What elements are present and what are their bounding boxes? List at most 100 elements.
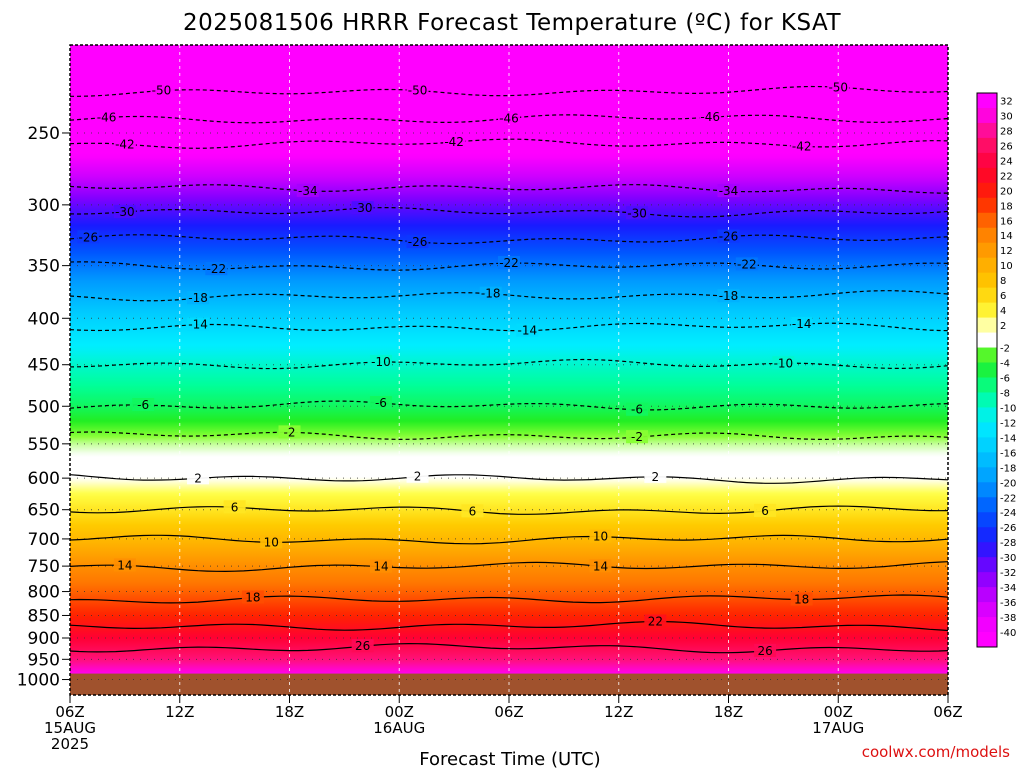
contour-line [70,642,948,654]
colorbar-label: 16 [1000,216,1013,227]
colorbar-label: 26 [1000,141,1013,152]
contour-label: -42 [792,139,812,153]
contour-label-bg [95,110,118,124]
chart-title: 2025081506 HRRR Forecast Temperature (ºC… [183,10,841,36]
y-tick-label: 850 [28,606,60,626]
colorbar-swatch [977,137,997,154]
contour-label-bg [187,291,210,305]
colorbar-swatch [977,632,997,648]
colorbar-swatch [977,317,997,334]
contour-label-bg [772,356,795,370]
contour-label: -42 [115,137,135,151]
contour-label-bg [644,614,667,628]
contour-label-bg [516,323,539,337]
contour-label-bg [626,430,649,444]
colorbar-label: -10 [1000,403,1016,414]
contour-label: -18 [188,291,208,305]
contour-label-bg [790,139,813,153]
colorbar-swatch [977,182,997,199]
contour-label: 18 [245,591,260,605]
colorbar-swatch [977,602,997,618]
colorbar-swatch [977,482,997,498]
colorbar-label: -16 [1000,448,1016,459]
contour-label-bg [113,137,136,151]
y-tick-label: 350 [28,257,60,277]
contour-label: -10 [371,355,391,369]
colorbar-swatch [977,227,997,244]
contour-label-bg [589,529,612,543]
contour-label-bg [498,256,520,270]
colorbar-label: -4 [1000,359,1010,370]
contour-line [70,474,948,484]
contour-label: 26 [355,639,370,653]
contour-label-bg [461,504,484,518]
colorbar-label: 32 [1000,96,1013,107]
colorbar-swatch [977,152,997,169]
contour-label: 10 [593,530,608,544]
colorbar-swatch [977,332,997,349]
contour-label: 6 [469,504,477,518]
colorbar-frame [976,92,998,648]
colorbar-label: 28 [1000,126,1013,137]
contour-label: 14 [117,558,132,572]
x-tick-label: 00Z [824,703,853,721]
grid [70,45,948,695]
contour-label: -46 [499,111,519,125]
colorbar-swatch [977,257,997,274]
colorbar-swatch [977,437,997,453]
contour-label: -30 [115,205,135,219]
contour-label-bg [827,80,850,94]
contour-label-bg [150,83,173,97]
y-tick-label: 500 [28,397,60,417]
contour-label-bg [77,230,100,244]
y-tick-label: 800 [28,583,60,603]
contour-label: -2 [284,425,296,439]
colorbar-label: -6 [1000,373,1010,384]
contour-label: 10 [264,535,279,549]
contour-label-bg [278,425,301,439]
colorbar-swatch [977,422,997,438]
contour-label: -22 [737,257,757,271]
contour-label: -34 [298,184,318,198]
contour-label: -22 [499,256,519,270]
contour-label-bg [754,643,777,657]
colorbar-label: -14 [1000,433,1016,444]
colorbar-swatch [977,212,997,229]
credit-text: coolwx.com/models [862,743,1010,761]
y-tick-label: 300 [28,196,60,216]
colorbar-label: -8 [1000,388,1010,399]
plot-area: -50 -50 -50 -46 -46 -46 -42 -42 -42 -34 -34 -30 -30 -… [69,44,949,696]
contour-label-bg [132,398,155,412]
contour-label: -30 [353,201,373,215]
y-tick-label: 400 [28,309,60,329]
contour-line [70,561,948,573]
y-tick-label: 550 [28,435,60,455]
contour-label: -6 [137,398,149,412]
contour-label-bg [260,535,283,549]
colorbar-label: 22 [1000,171,1013,182]
colorbar-swatch [977,197,997,214]
contour-label: 2 [194,471,202,485]
x-tick-label: 16AUG [373,719,425,737]
contour-label-bg [113,558,136,572]
colorbar-label: -18 [1000,463,1016,474]
colorbar-swatch [977,272,997,289]
x-tick-label: 2025 [51,735,89,753]
contour-line [70,534,948,545]
colorbar-label: 12 [1000,246,1013,257]
contour-label-bg [699,110,722,124]
contour-label: -30 [627,206,647,220]
x-tick-label: 12Z [165,703,194,721]
contour-label: -26 [78,230,98,244]
contour-label: 18 [794,592,809,606]
contour-label-bg [113,204,136,218]
x-tick-label: 18Z [275,703,304,721]
contour-label: -34 [719,184,739,198]
x-tick-label: 06Z [55,703,84,721]
contour-label: 22 [648,615,663,629]
contour-line [70,505,948,515]
x-tick-label: 00Z [385,703,414,721]
contour-label: -22 [207,262,227,276]
